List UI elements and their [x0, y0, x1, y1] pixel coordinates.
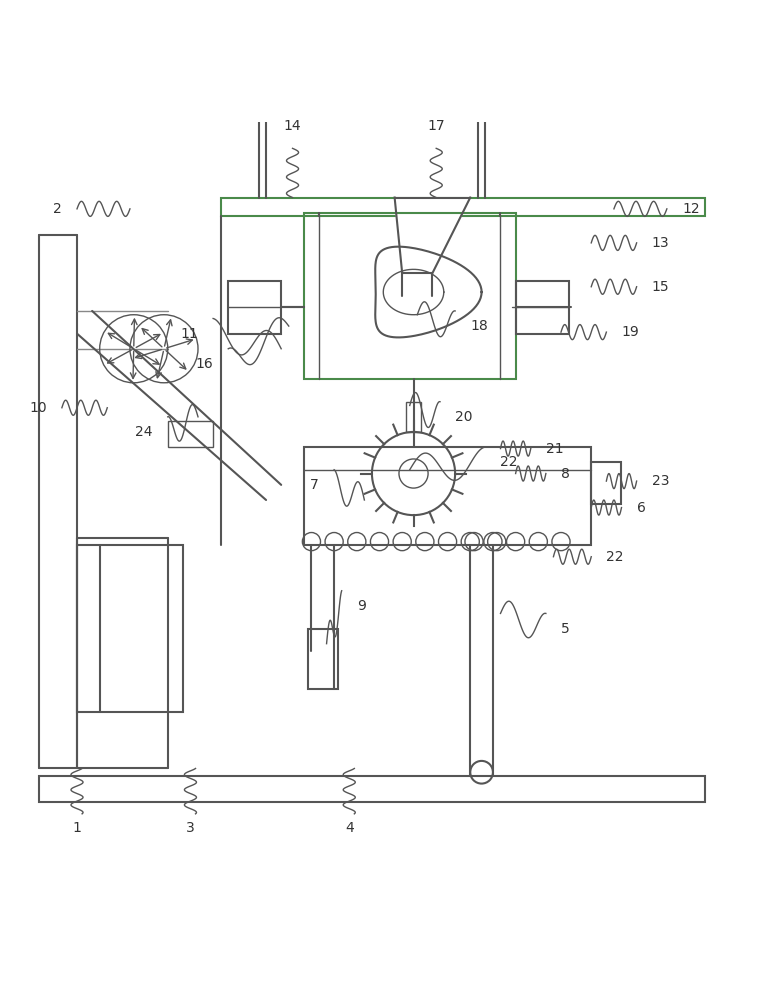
- Bar: [304, 447, 591, 545]
- Text: 20: 20: [455, 410, 473, 424]
- Bar: [515, 281, 568, 334]
- Text: 10: 10: [29, 401, 47, 415]
- Bar: [304, 213, 515, 379]
- Bar: [307, 629, 338, 689]
- Bar: [406, 402, 421, 432]
- Text: 4: 4: [345, 821, 354, 835]
- Text: 1: 1: [73, 821, 81, 835]
- Text: 8: 8: [561, 467, 570, 481]
- Text: 21: 21: [546, 442, 563, 456]
- Text: 6: 6: [637, 501, 645, 515]
- Text: 17: 17: [427, 119, 445, 133]
- Text: 15: 15: [652, 280, 669, 294]
- Text: 13: 13: [652, 236, 669, 250]
- Text: 12: 12: [682, 202, 700, 216]
- Bar: [39, 776, 704, 802]
- Bar: [168, 421, 213, 447]
- Text: 22: 22: [606, 550, 624, 564]
- Text: 3: 3: [186, 821, 195, 835]
- Text: 9: 9: [357, 599, 366, 613]
- Text: 23: 23: [652, 474, 669, 488]
- Text: 2: 2: [53, 202, 62, 216]
- Text: 24: 24: [135, 425, 153, 439]
- Text: 18: 18: [471, 319, 488, 333]
- Text: 16: 16: [195, 357, 213, 371]
- Polygon shape: [395, 198, 471, 273]
- Text: 5: 5: [561, 622, 570, 636]
- Bar: [221, 198, 704, 216]
- Bar: [77, 545, 183, 712]
- Text: 19: 19: [622, 325, 639, 339]
- Text: 11: 11: [180, 327, 198, 341]
- Text: 22: 22: [500, 455, 518, 469]
- Text: 7: 7: [310, 478, 319, 492]
- Bar: [228, 281, 281, 334]
- Text: 14: 14: [284, 119, 301, 133]
- Bar: [591, 462, 622, 504]
